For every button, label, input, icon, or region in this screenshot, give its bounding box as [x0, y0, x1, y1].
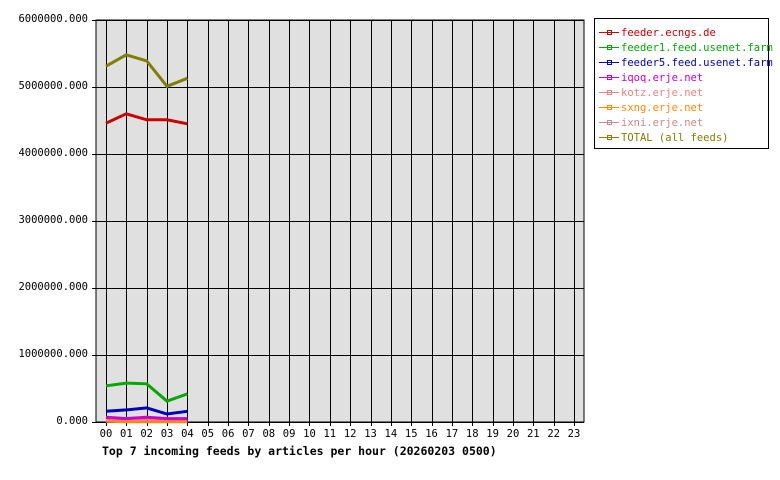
x-tick-label: 04: [181, 428, 194, 440]
y-tick-label: 4000000.000: [18, 147, 88, 159]
x-tick-label: 01: [120, 428, 133, 440]
legend-item: feeder1.feed.usenet.farm: [599, 41, 773, 55]
legend-label: sxng.erje.net: [621, 102, 704, 114]
legend-item: iqoq.erje.net: [599, 71, 703, 85]
x-tick-label: 23: [567, 428, 581, 440]
legend-label: iqoq.erje.net: [621, 72, 704, 84]
y-tick-label: 1000000.000: [18, 348, 88, 360]
x-tick-label: 05: [201, 428, 215, 440]
chart-legend: feeder.ecngs.de feeder1.feed.usenet.farm f…: [594, 18, 773, 149]
series-line: [105, 53, 188, 89]
legend-label: kotz.erje.net: [621, 87, 704, 99]
x-tick-label: 03: [160, 428, 174, 440]
legend-swatch-icon: [599, 57, 619, 69]
legend-swatch-icon: [599, 132, 619, 144]
legend-label: TOTAL (all feeds): [621, 132, 729, 144]
x-tick-label: 02: [140, 428, 154, 440]
x-tick-label: 21: [526, 428, 540, 440]
x-tick-label: 00: [99, 428, 113, 440]
legend-label: ixni.erje.net: [621, 117, 704, 129]
legend-item: feeder5.feed.usenet.farm: [599, 56, 773, 70]
y-tick-label: 0.000: [56, 415, 88, 427]
x-tick-label: 06: [221, 428, 235, 440]
legend-item: kotz.erje.net: [599, 86, 703, 100]
x-tick-label: 13: [364, 428, 377, 440]
series-line: [105, 406, 188, 416]
x-tick-label: 22: [547, 428, 560, 440]
x-tick-label: 16: [425, 428, 438, 440]
x-tick-label: 12: [343, 428, 357, 440]
legend-label: feeder.ecngs.de: [621, 27, 716, 39]
legend-swatch-icon: [599, 42, 619, 54]
x-tick-label: 15: [404, 428, 418, 440]
x-tick-label: 19: [486, 428, 499, 440]
legend-item: ixni.erje.net: [599, 116, 703, 130]
legend-swatch-icon: [599, 72, 619, 84]
y-tick-label: 6000000.000: [18, 13, 88, 25]
x-tick-label: 14: [384, 428, 398, 440]
legend-item: feeder.ecngs.de: [599, 26, 716, 40]
x-tick-label: 10: [303, 428, 316, 440]
legend-swatch-icon: [599, 102, 619, 114]
x-tick-label: 07: [242, 428, 255, 440]
x-tick-label: 17: [445, 428, 459, 440]
legend-label: feeder5.feed.usenet.farm: [621, 57, 773, 69]
x-tick-label: 08: [262, 428, 276, 440]
legend-item: sxng.erje.net: [599, 101, 703, 115]
x-tick-label: 20: [506, 428, 520, 440]
series-line: [105, 381, 188, 403]
chart-title: Top 7 incoming feeds by articles per hou…: [102, 444, 497, 458]
legend-label: feeder1.feed.usenet.farm: [621, 42, 773, 54]
legend-swatch-icon: [599, 27, 619, 39]
x-tick-label: 18: [465, 428, 479, 440]
y-tick-label: 3000000.000: [18, 214, 88, 226]
series-line: [105, 112, 188, 126]
x-tick-label: 11: [323, 428, 337, 440]
y-tick-label: 5000000.000: [18, 80, 88, 92]
y-tick-label: 2000000.000: [18, 281, 88, 293]
x-tick-label: 09: [282, 428, 296, 440]
legend-swatch-icon: [599, 117, 619, 129]
legend-swatch-icon: [599, 87, 619, 99]
series-line: [105, 415, 188, 421]
legend-item: TOTAL (all feeds): [599, 131, 728, 145]
